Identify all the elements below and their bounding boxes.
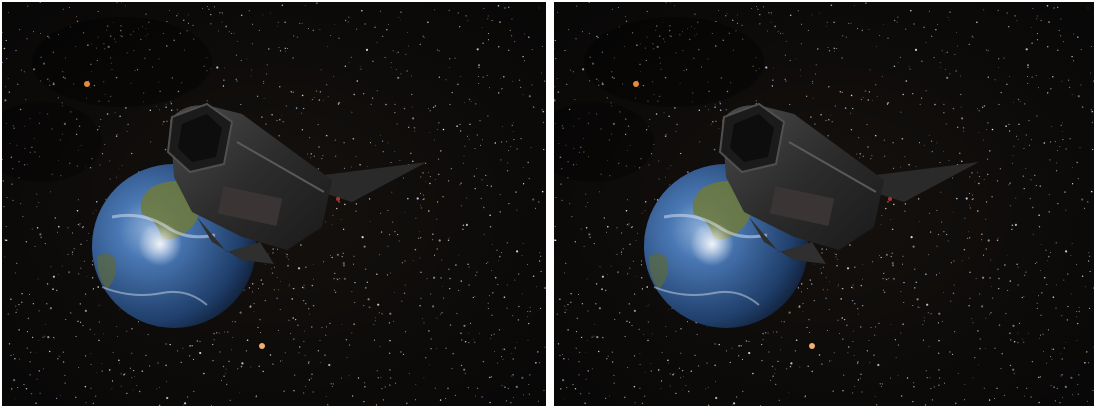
spaceship [166, 102, 427, 264]
orange-star [84, 81, 90, 87]
left-eye-viewport[interactable] [2, 2, 546, 406]
bright-star [259, 343, 265, 349]
left-scene [2, 2, 546, 406]
bright-star [809, 343, 815, 349]
orange-star [633, 81, 639, 87]
spaceship [718, 102, 979, 264]
right-scene [554, 2, 1094, 406]
right-eye-viewport[interactable] [554, 2, 1094, 406]
stereo-divider [548, 0, 552, 408]
starfield [2, 2, 546, 406]
